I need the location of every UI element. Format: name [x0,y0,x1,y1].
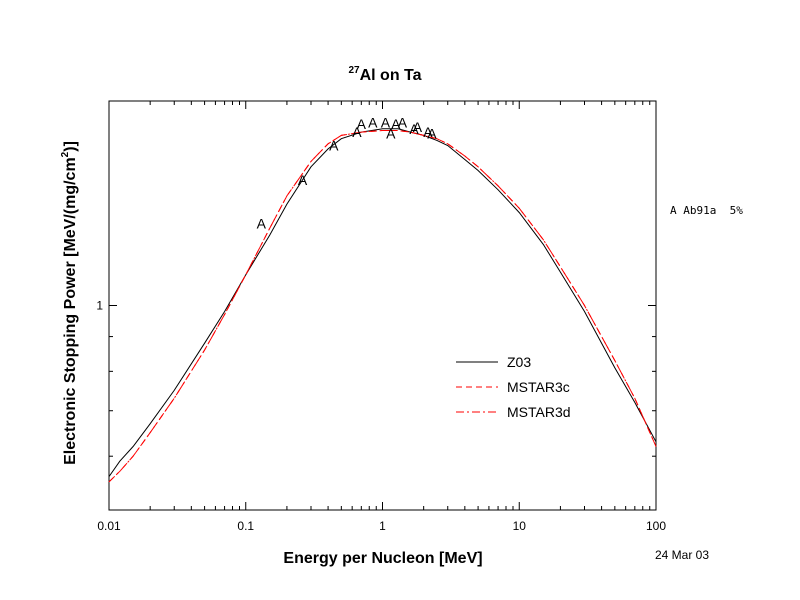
y-axis-title-main: Electronic Stopping Power [MeV/(mg/cm [62,157,79,465]
title-superscript: 27 [348,65,360,76]
data-marker: A [391,116,401,132]
series-line-mstar3d [108,130,657,483]
legend-label: Z03 [507,354,531,370]
data-marker: A [257,216,267,232]
series-line-z03 [108,128,657,477]
data-marker: A [381,114,391,130]
x-tick-label: 0.01 [97,519,121,533]
data-marker: A [298,172,308,188]
data-marker: A [352,124,362,140]
experimental-legend: A Ab91a 5% [670,204,743,217]
series-line-mstar3c [108,130,657,483]
y-tick-labels: 1 [96,299,103,313]
y-axis-title-end: )] [62,141,79,152]
series-lines [108,128,657,483]
x-tick-label: 100 [646,519,666,533]
x-tick-label: 1 [379,519,386,533]
y-axis-title: Electronic Stopping Power [MeV/(mg/cm2)] [60,141,79,465]
data-marker: A [427,126,437,142]
data-marker: A [409,121,419,137]
data-marker: A [386,126,396,142]
legend-label: MSTAR3c [507,379,570,395]
plot-frame [108,100,657,511]
data-marker: A [423,124,433,140]
chart-title: 27Al on Ta [348,65,421,84]
x-tick-label: 10 [513,519,527,533]
data-marker: A [413,119,423,135]
x-tick-labels: 0.01 0.1 1 10 100 [97,519,666,533]
date-stamp: 24 Mar 03 [655,548,709,562]
x-tick-label: 0.1 [237,519,254,533]
title-main: Al on Ta [360,67,422,84]
data-marker: A [329,137,339,153]
data-marker: A [357,116,367,132]
y-axis-title-superscript: 2 [60,151,71,157]
x-axis-title: Energy per Nucleon [MeV] [283,550,482,567]
axis-ticks [108,100,657,511]
data-marker: A [368,114,378,130]
y-tick-label: 1 [96,299,103,313]
legend: Z03 MSTAR3c MSTAR3d [456,354,571,420]
data-marker: A [398,114,408,130]
legend-label: MSTAR3d [507,404,571,420]
